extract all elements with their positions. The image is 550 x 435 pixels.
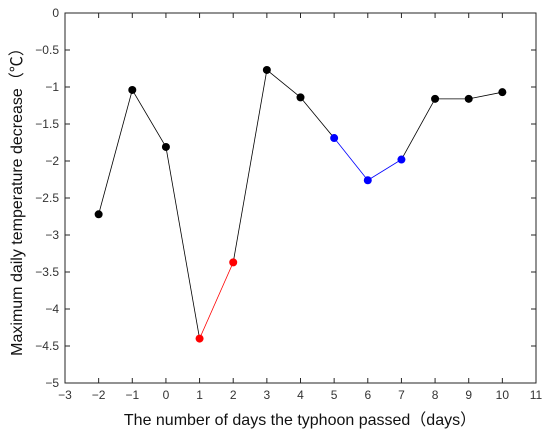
x-tick-label: 6: [364, 388, 371, 402]
data-point: [464, 94, 473, 103]
y-tick-label: −4.5: [35, 339, 59, 353]
line-segment: [98, 89, 133, 215]
y-tick-label: −4: [45, 302, 59, 316]
x-tick-label: 0: [163, 388, 170, 402]
data-point: [161, 142, 170, 151]
data-point: [128, 85, 137, 94]
line-segment: [232, 69, 268, 263]
y-tick-label: −2.5: [35, 191, 59, 205]
line-segment: [401, 98, 436, 160]
x-axis-label: The number of days the typhoon passed（da…: [124, 411, 476, 429]
x-tick-label: −2: [92, 388, 106, 402]
x-tick-label: 9: [465, 388, 472, 402]
y-axis-ticks: 0 −0.5 −1 −1.5 −2 −2.5 −3 −3.5 −4 −4.5 −5: [35, 6, 536, 390]
line-segment: [468, 91, 503, 100]
y-tick-label: −1.5: [35, 117, 59, 131]
data-point: [195, 334, 204, 343]
y-axis-label: Maximum daily temperature decrease（℃）: [8, 40, 26, 356]
data-point: [498, 88, 507, 97]
x-tick-label: 10: [496, 388, 510, 402]
line-segment: [367, 159, 402, 181]
data-point: [94, 210, 103, 219]
series-line: [98, 69, 503, 339]
x-axis-ticks: −3 −2 −1 0 1 2 3 4 5 6 7 8 9 10 11: [58, 13, 543, 402]
data-point: [262, 65, 271, 74]
line-segment: [165, 146, 200, 339]
y-tick-label: −0.5: [35, 43, 59, 57]
line-segment: [333, 137, 369, 181]
line-segment: [199, 262, 234, 339]
x-tick-label: 1: [196, 388, 203, 402]
x-tick-label: 7: [398, 388, 405, 402]
data-point: [330, 134, 339, 143]
data-point: [229, 258, 238, 267]
x-tick-label: 3: [264, 388, 271, 402]
y-tick-label: −3: [45, 228, 59, 242]
y-tick-label: 0: [52, 6, 59, 20]
y-tick-label: −5: [45, 376, 59, 390]
x-tick-label: −1: [125, 388, 139, 402]
line-segment: [131, 89, 167, 148]
plot-area-frame: [64, 12, 537, 384]
y-tick-label: −1: [45, 80, 59, 94]
y-tick-label: −2: [45, 154, 59, 168]
x-tick-label: 4: [297, 388, 304, 402]
line-segment: [300, 97, 335, 139]
x-tick-label: 11: [530, 388, 543, 402]
data-point: [397, 155, 406, 164]
y-tick-label: −3.5: [35, 265, 59, 279]
x-tick-label: 2: [230, 388, 237, 402]
data-point: [296, 93, 305, 102]
line-segment: [266, 69, 301, 98]
data-point: [363, 176, 372, 185]
x-tick-label: 5: [331, 388, 338, 402]
series-points: [94, 65, 507, 343]
data-point: [431, 94, 440, 103]
x-tick-label: 8: [432, 388, 439, 402]
x-tick-label: −3: [58, 388, 72, 402]
